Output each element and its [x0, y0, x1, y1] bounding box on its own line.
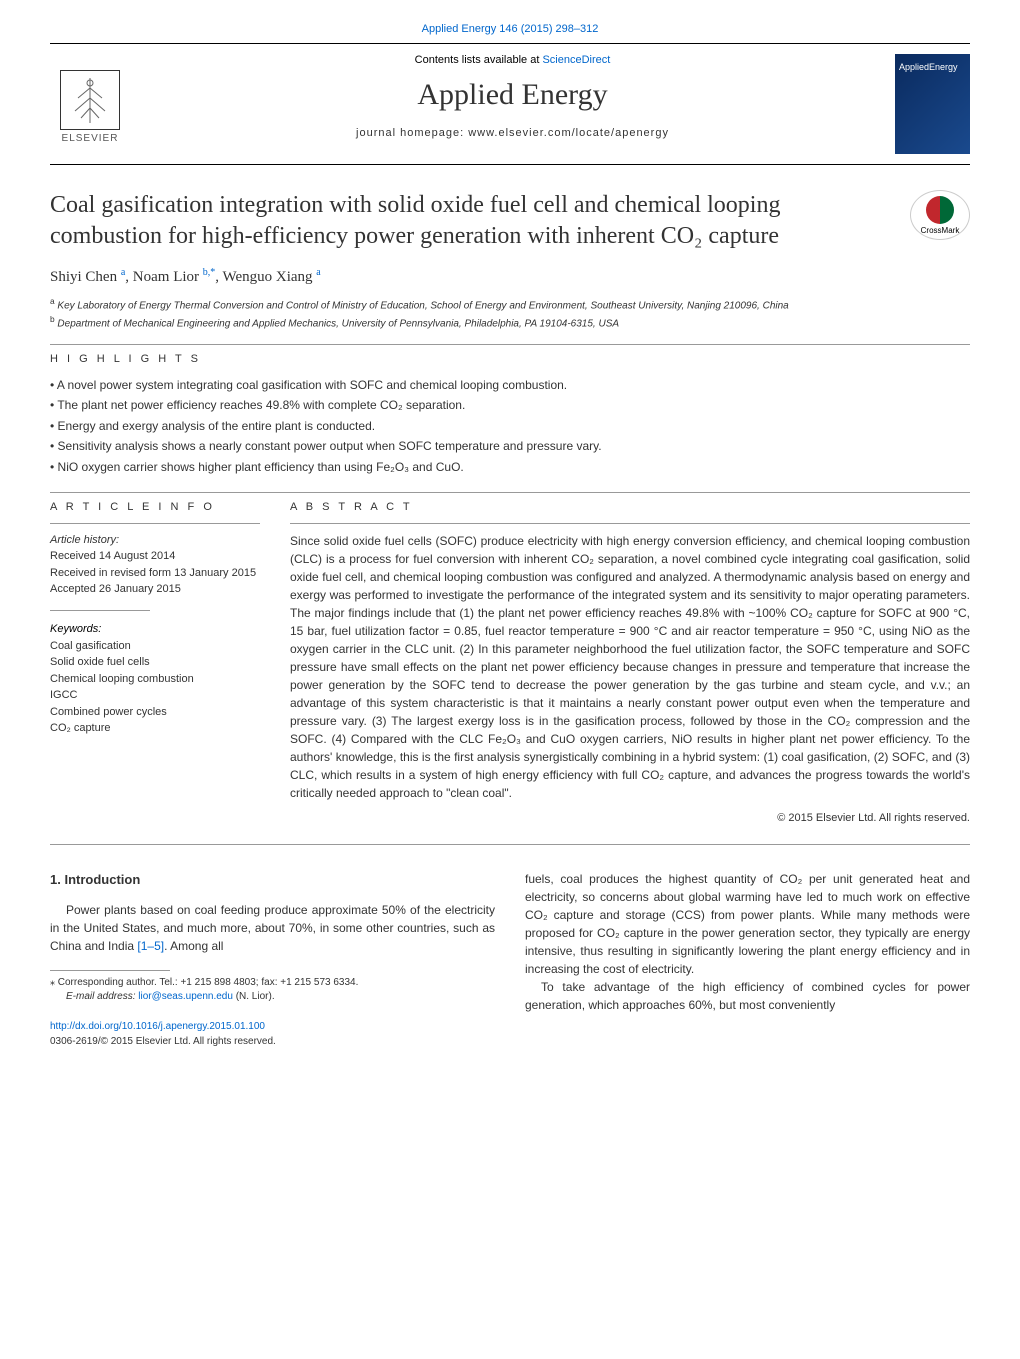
- contents-prefix: Contents lists available at: [415, 54, 543, 66]
- keywords-label: Keywords:: [50, 623, 260, 635]
- keyword: Coal gasification: [50, 638, 260, 655]
- elsevier-tree-icon: [60, 70, 120, 130]
- highlights-list: A novel power system integrating coal ga…: [50, 375, 970, 477]
- intro-header: 1. Introduction: [50, 870, 495, 890]
- revised-date: Received in revised form 13 January 2015: [50, 565, 260, 582]
- intro-para-2: fuels, coal produces the highest quantit…: [525, 870, 970, 978]
- intro-col-right: fuels, coal produces the highest quantit…: [525, 870, 970, 1050]
- sciencedirect-link[interactable]: ScienceDirect: [542, 54, 610, 66]
- abstract-text: Since solid oxide fuel cells (SOFC) prod…: [290, 532, 970, 802]
- crossmark-icon: [926, 196, 954, 224]
- received-date: Received 14 August 2014: [50, 548, 260, 565]
- intro-para-3: To take advantage of the high efficiency…: [525, 978, 970, 1014]
- doi-block: http://dx.doi.org/10.1016/j.apenergy.201…: [50, 1019, 495, 1034]
- homepage-text: journal homepage: www.elsevier.com/locat…: [150, 127, 875, 139]
- citation-header: Applied Energy 146 (2015) 298–312: [50, 20, 970, 35]
- journal-cover-icon: AppliedEnergy: [895, 54, 970, 154]
- ref-link[interactable]: [1–5]: [137, 939, 164, 953]
- title-row: Coal gasification integration with solid…: [50, 190, 970, 252]
- authors: Shiyi Chen a, Noam Lior b,*, Wenguo Xian…: [50, 267, 970, 286]
- keyword: Solid oxide fuel cells: [50, 654, 260, 671]
- keywords-list: Coal gasificationSolid oxide fuel cellsC…: [50, 638, 260, 737]
- abstract-copyright: © 2015 Elsevier Ltd. All rights reserved…: [290, 812, 970, 824]
- keyword: CO₂ capture: [50, 720, 260, 737]
- cover-text: AppliedEnergy: [899, 62, 966, 72]
- highlight-item: Sensitivity analysis shows a nearly cons…: [50, 436, 970, 456]
- elsevier-label: ELSEVIER: [62, 133, 119, 144]
- keyword: Chemical looping combustion: [50, 671, 260, 688]
- crossmark-badge[interactable]: CrossMark: [910, 190, 970, 240]
- doi-link[interactable]: http://dx.doi.org/10.1016/j.apenergy.201…: [50, 1021, 265, 1032]
- accepted-date: Accepted 26 January 2015: [50, 581, 260, 598]
- affiliation: a Key Laboratory of Energy Thermal Conve…: [50, 296, 970, 311]
- article-info: A R T I C L E I N F O Article history: R…: [50, 501, 260, 824]
- highlights-header: H I G H L I G H T S: [50, 353, 970, 365]
- abstract-column: A B S T R A C T Since solid oxide fuel c…: [290, 501, 970, 824]
- info-abstract-row: A R T I C L E I N F O Article history: R…: [50, 501, 970, 824]
- journal-header: ELSEVIER Contents lists available at Sci…: [50, 43, 970, 165]
- intro-col-left: 1. Introduction Power plants based on co…: [50, 870, 495, 1050]
- corresponding-footnote: ⁎ Corresponding author. Tel.: +1 215 898…: [50, 976, 495, 990]
- keyword: IGCC: [50, 687, 260, 704]
- highlight-item: The plant net power efficiency reaches 4…: [50, 395, 970, 415]
- introduction-section: 1. Introduction Power plants based on co…: [50, 870, 970, 1050]
- journal-name: Applied Energy: [150, 78, 875, 112]
- email-link[interactable]: lior@seas.upenn.edu: [138, 991, 233, 1002]
- highlight-item: Energy and exergy analysis of the entire…: [50, 416, 970, 436]
- affiliations: a Key Laboratory of Energy Thermal Conve…: [50, 296, 970, 329]
- article-title: Coal gasification integration with solid…: [50, 190, 890, 252]
- keyword: Combined power cycles: [50, 704, 260, 721]
- email-label: E-mail address:: [66, 991, 138, 1002]
- highlight-item: A novel power system integrating coal ga…: [50, 375, 970, 395]
- history-label: Article history:: [50, 532, 260, 549]
- header-center: Contents lists available at ScienceDirec…: [130, 54, 895, 139]
- email-name: (N. Lior).: [233, 991, 275, 1002]
- elsevier-logo: ELSEVIER: [50, 54, 130, 144]
- contents-text: Contents lists available at ScienceDirec…: [150, 54, 875, 66]
- crossmark-label: CrossMark: [921, 226, 960, 235]
- article-info-header: A R T I C L E I N F O: [50, 501, 260, 513]
- license-text: 0306-2619/© 2015 Elsevier Ltd. All right…: [50, 1034, 495, 1049]
- citation-link[interactable]: Applied Energy 146 (2015) 298–312: [422, 23, 599, 35]
- intro-para-1: Power plants based on coal feeding produ…: [50, 901, 495, 955]
- email-footnote: E-mail address: lior@seas.upenn.edu (N. …: [50, 990, 495, 1004]
- abstract-header: A B S T R A C T: [290, 501, 970, 513]
- affiliation: b Department of Mechanical Engineering a…: [50, 314, 970, 329]
- highlight-item: NiO oxygen carrier shows higher plant ef…: [50, 457, 970, 477]
